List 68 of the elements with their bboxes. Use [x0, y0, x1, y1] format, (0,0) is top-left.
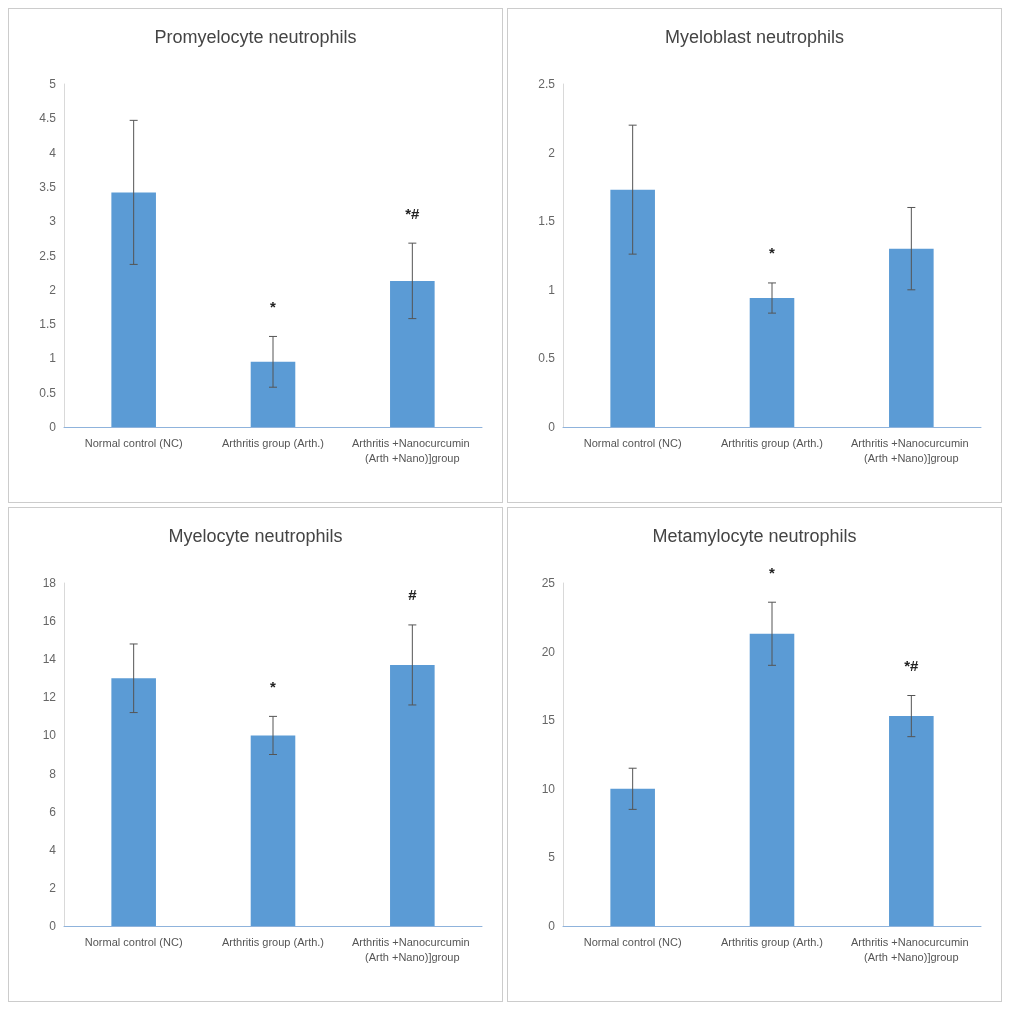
annotation: * [270, 297, 277, 315]
y-tick-label: 1 [548, 282, 556, 297]
bar [749, 298, 795, 427]
y-tick-label: 10 [541, 781, 556, 796]
bar [390, 280, 435, 427]
chart-title: Myeloblast neutrophils [664, 27, 845, 47]
annotation: *# [405, 204, 421, 222]
y-tick-label: 6 [49, 804, 57, 819]
y-tick-label: 0 [548, 919, 556, 933]
x-tick-label: Arthritis group (Arth.) [720, 935, 824, 948]
bar [390, 664, 435, 926]
x-tick-label: Arthritis +Nanocurcumin (Arth +Nano)]group [351, 935, 473, 963]
x-tick-label: Arthritis group (Arth.) [221, 436, 325, 449]
x-tick-label: Normal control (NC) [84, 436, 183, 449]
y-tick-label: 2.5 [538, 77, 556, 91]
y-tick-label: 14 [42, 652, 57, 667]
y-tick-label: 1.5 [39, 317, 57, 332]
y-tick-label: 12 [42, 690, 57, 705]
x-tick-label: Normal control (NC) [583, 436, 682, 449]
text: * [769, 563, 776, 581]
chart-title: Metamylocyte neutrophils [652, 526, 857, 546]
y-tick-label: 0 [49, 919, 57, 933]
y-tick-label: 20 [541, 644, 556, 659]
x-tick-label: Arthritis group (Arth.) [221, 935, 325, 948]
y-tick-label: 0 [49, 420, 57, 434]
y-tick-label: 2 [548, 145, 556, 160]
bar [610, 189, 655, 427]
chart-title: Myelocyte neutrophils [168, 526, 343, 546]
y-tick-label: 4.5 [39, 111, 57, 126]
x-tick-label: Normal control (NC) [583, 935, 682, 948]
y-tick-label: 0.5 [538, 351, 556, 366]
x-tick-label: Arthritis +Nanocurcumin (Arth +Nano)]group [850, 935, 972, 963]
bar [610, 788, 655, 926]
y-tick-label: 4 [49, 145, 57, 160]
y-tick-label: 1.5 [538, 214, 556, 229]
y-tick-label: 5 [548, 850, 556, 865]
y-tick-label: 3.5 [39, 179, 57, 194]
bar [111, 192, 156, 427]
y-tick-label: 4 [49, 842, 57, 857]
bar [889, 248, 934, 427]
y-tick-label: 0.5 [39, 385, 57, 400]
y-tick-label: 10 [42, 728, 57, 743]
y-tick-label: 2 [49, 880, 57, 895]
y-tick-label: 2.5 [39, 248, 57, 263]
annotation: *# [904, 657, 920, 674]
annotation: # [408, 586, 418, 604]
y-tick-label: 1 [49, 351, 57, 366]
y-tick-label: 3 [49, 214, 57, 229]
bar [250, 361, 296, 427]
y-tick-label: 18 [42, 576, 57, 590]
y-tick-label: 2 [49, 282, 57, 297]
y-tick-label: 8 [49, 766, 57, 781]
annotation: * [270, 677, 277, 695]
y-tick-label: 5 [49, 77, 57, 91]
bar [250, 735, 296, 926]
x-tick-label: Normal control (NC) [84, 935, 183, 948]
bar [111, 678, 156, 926]
y-tick-label: 25 [541, 576, 556, 590]
annotation: * [769, 244, 776, 262]
x-tick-label: Arthritis +Nanocurcumin (Arth +Nano)]group [850, 436, 972, 464]
chart-title: Promyelocyte neutrophils [154, 27, 357, 47]
bar [749, 633, 795, 926]
x-tick-label: Arthritis +Nanocurcumin (Arth +Nano)]group [351, 436, 473, 464]
y-tick-label: 15 [541, 713, 556, 728]
bar [889, 716, 934, 926]
x-tick-label: Arthritis group (Arth.) [720, 436, 824, 449]
y-tick-label: 0 [548, 420, 556, 434]
y-tick-label: 16 [42, 614, 57, 629]
